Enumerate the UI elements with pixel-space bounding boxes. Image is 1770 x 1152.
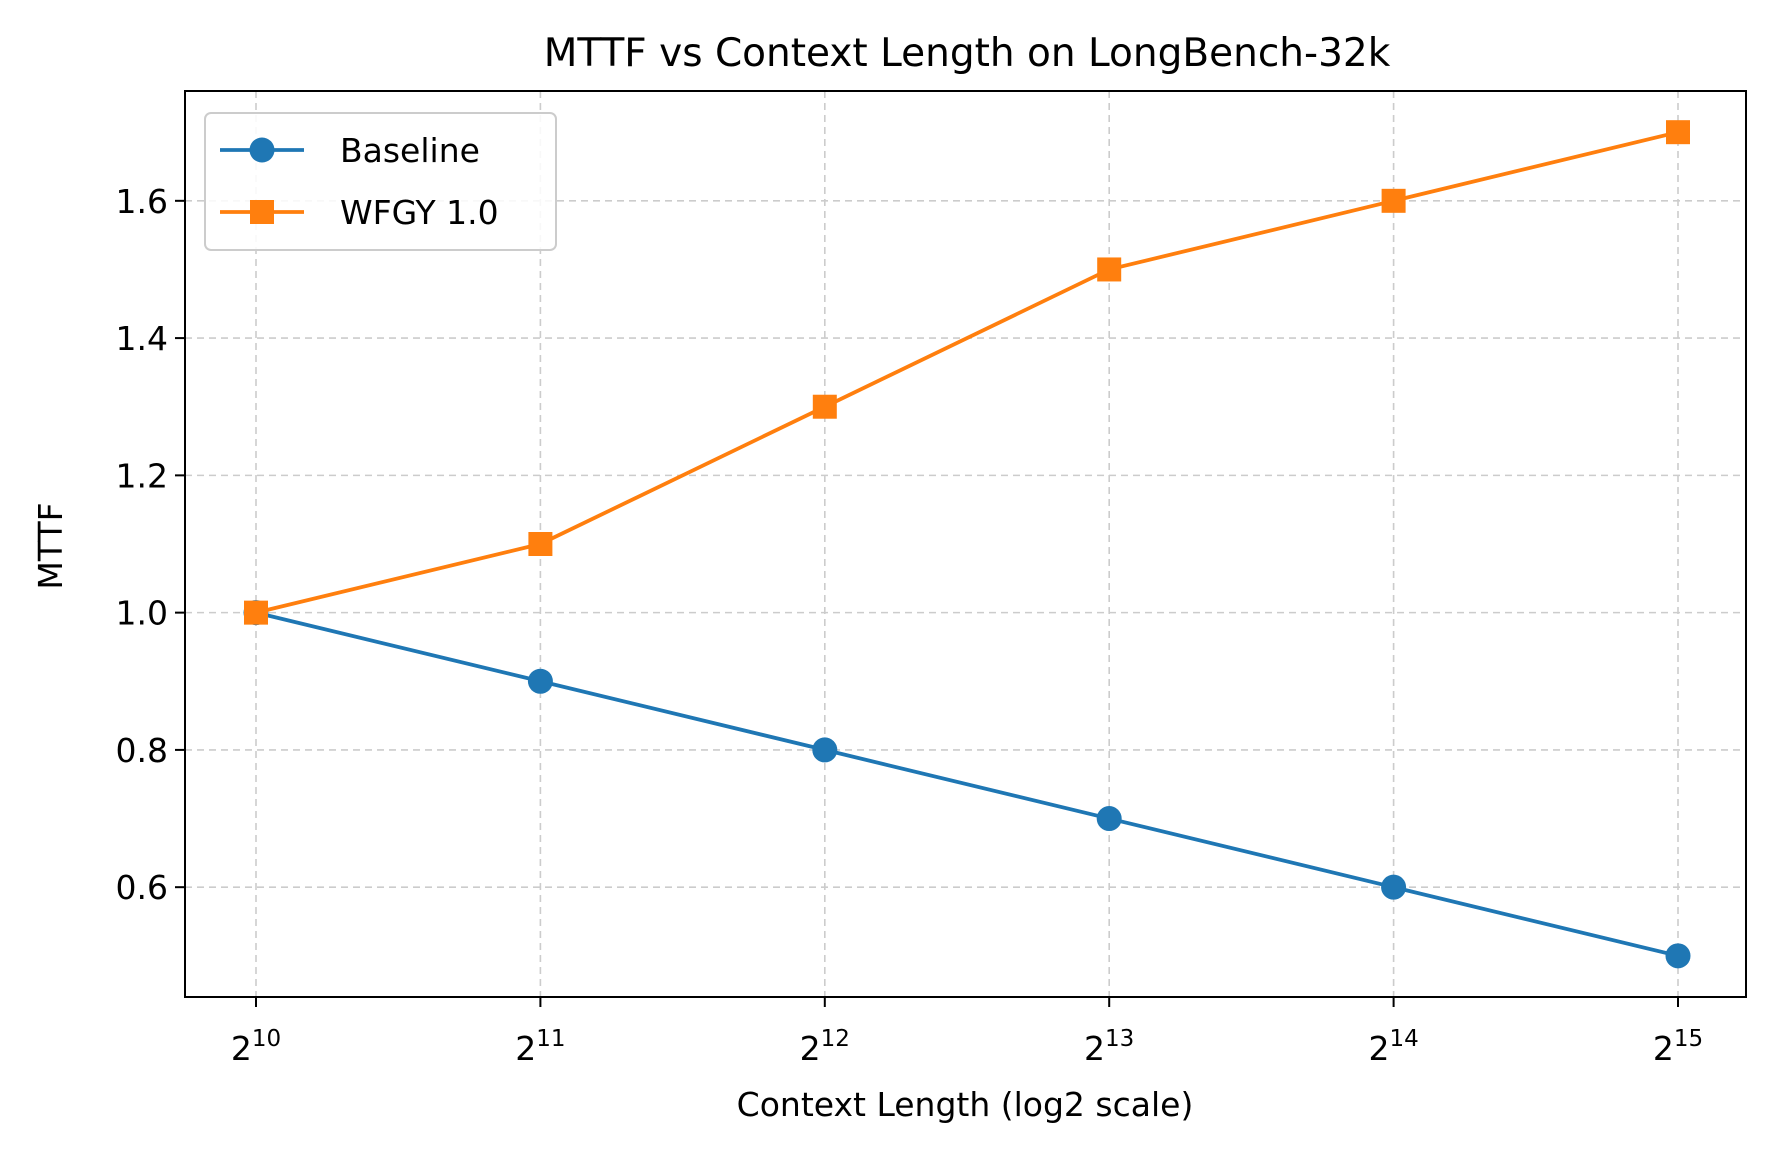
x-axis-ticks: 210 211 212 213 214 215 — [231, 997, 1703, 1068]
data-point-wfgy-1-0 — [1381, 188, 1406, 213]
x-tick-label: 214 — [1368, 1026, 1418, 1068]
plot-frame — [184, 90, 1747, 998]
x-tick-label: 211 — [515, 1026, 565, 1068]
data-point-wfgy-1-0 — [812, 394, 837, 419]
y-tick-label: 1.0 — [116, 594, 168, 633]
data-point-baseline — [812, 737, 838, 763]
legend-label-baseline: Baseline — [340, 131, 480, 170]
legend-label-wfgy-1-0: WFGY 1.0 — [340, 193, 499, 232]
series-wfgy-1-0 — [244, 120, 1690, 625]
y-tick-label: 0.6 — [116, 868, 168, 907]
data-point-baseline — [527, 668, 553, 694]
data-point-wfgy-1-0 — [1097, 257, 1122, 282]
series-line-baseline — [255, 610, 1679, 958]
y-tick-label: 1.4 — [116, 319, 168, 358]
data-point-baseline — [1096, 806, 1122, 832]
y-tick-label: 1.2 — [116, 456, 168, 495]
data-point-baseline — [1381, 874, 1407, 900]
legend-box — [204, 112, 557, 251]
x-tick-label: 212 — [800, 1026, 850, 1068]
legend-marker-baseline — [249, 137, 275, 163]
y-axis-label: MTTF — [31, 502, 70, 589]
series-baseline — [243, 600, 1691, 969]
x-tick-label: 213 — [1084, 1026, 1134, 1068]
y-axis-ticks: 0.6 0.8 1.0 1.2 1.4 1.6 — [116, 182, 185, 907]
x-axis-label: Context Length (log2 scale) — [737, 1085, 1194, 1124]
y-tick-label: 1.6 — [116, 182, 168, 221]
y-tick-label: 0.8 — [116, 731, 168, 770]
legend-marker-wfgy-1-0 — [250, 200, 274, 224]
grid-lines — [185, 91, 1746, 997]
legend: Baseline WFGY 1.0 — [204, 112, 557, 251]
chart-title: MTTF vs Context Length on LongBench-32k — [544, 31, 1391, 76]
series-layer — [243, 120, 1691, 969]
data-point-wfgy-1-0 — [528, 532, 553, 556]
series-line-wfgy-1-0 — [255, 130, 1679, 615]
data-point-wfgy-1-0 — [1666, 120, 1690, 145]
data-point-wfgy-1-0 — [244, 600, 268, 625]
x-tick-label: 215 — [1653, 1026, 1703, 1068]
data-point-baseline — [1665, 943, 1691, 969]
x-tick-label: 210 — [231, 1026, 281, 1068]
